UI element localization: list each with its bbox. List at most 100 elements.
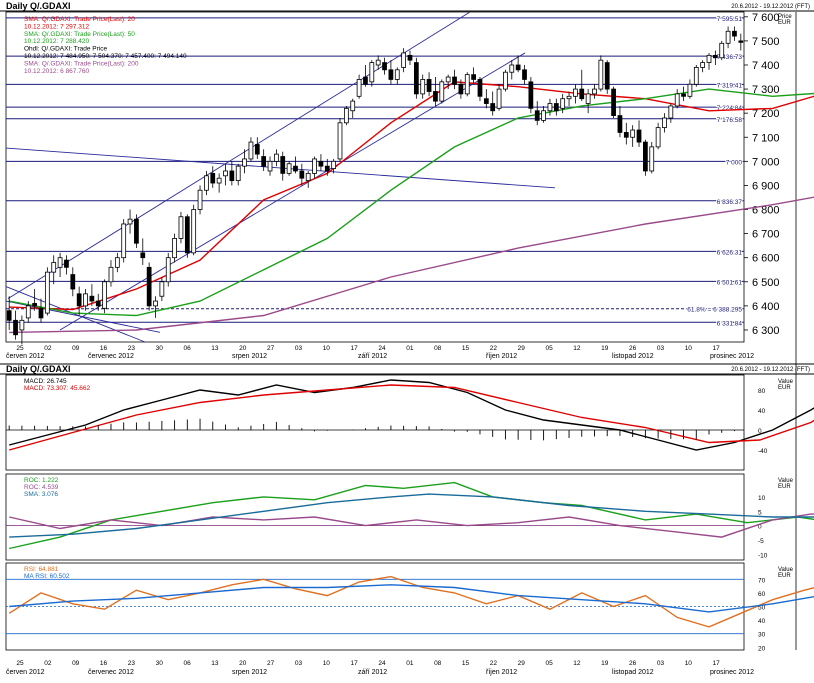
x-tick-label: 06 xyxy=(183,660,191,667)
y-tick-label: -5 xyxy=(758,538,764,545)
candle xyxy=(248,141,254,160)
candle xyxy=(407,54,413,61)
legend-entry: MACD: 26.745 xyxy=(24,378,67,385)
date-range: 20.6.2012 - 19.12.2012 (FFT) xyxy=(731,4,810,10)
candle xyxy=(32,303,38,307)
chart-title: Daily Q/.GDAXI xyxy=(6,1,71,11)
legend-entry: SMA: Q/.GDAXI: Trade Price(Last): 50 xyxy=(24,31,135,38)
x-tick-label: 02 xyxy=(44,345,52,352)
x-tick-label: 30 xyxy=(156,345,164,352)
x-tick-label: 02 xyxy=(44,660,52,667)
x-tick-label: 29 xyxy=(518,660,526,667)
y-tick-label: 6 900 xyxy=(752,180,780,192)
candle xyxy=(318,160,324,167)
candle xyxy=(280,156,286,174)
candle xyxy=(452,76,457,85)
y-tick-label: -10 xyxy=(758,552,768,559)
level-label: 7 595.51 xyxy=(717,16,743,23)
y-tick-label: 7 600 xyxy=(752,12,780,24)
legend-entry: ROC: 4.539 xyxy=(24,484,59,491)
x-tick-label: 22 xyxy=(490,660,498,667)
trend-line xyxy=(7,11,471,300)
candle xyxy=(445,76,451,83)
panel-frame xyxy=(5,473,745,561)
candle xyxy=(89,295,95,302)
x-month-label: červenec 2012 xyxy=(88,353,134,360)
candle xyxy=(420,79,426,95)
candle xyxy=(547,103,553,112)
x-tick-label: 20 xyxy=(239,660,247,667)
y-tick-label: 6 700 xyxy=(752,229,780,241)
legend-entry: RSI: 64.881 xyxy=(24,566,59,573)
roc-line xyxy=(9,513,814,538)
y-tick-label: 7 200 xyxy=(752,108,780,120)
candle xyxy=(159,281,165,297)
candle xyxy=(585,93,591,104)
x-tick-label: 03 xyxy=(295,345,303,352)
legend-entry: SMA: Q/.GDAXI: Trade Price(Last): 200 xyxy=(24,60,139,67)
y-axis-label: EUR xyxy=(778,484,791,490)
candle xyxy=(146,266,152,307)
candle xyxy=(566,95,572,100)
candle xyxy=(369,62,375,83)
legend-entry: SMA: 3.076 xyxy=(24,491,58,498)
candle xyxy=(140,252,146,259)
candle xyxy=(165,257,171,283)
y-tick-label: 40 xyxy=(758,618,766,625)
candle xyxy=(343,107,349,124)
candle xyxy=(216,177,222,184)
panel-frame xyxy=(5,11,745,343)
level-label: 7 000 xyxy=(726,159,743,166)
x-month-label: prosinec 2012 xyxy=(710,669,754,676)
candle xyxy=(439,81,445,102)
candle xyxy=(630,129,636,138)
candle xyxy=(6,310,12,321)
legend-entry: 10.12.2012: 7 288.420 xyxy=(24,38,89,45)
trend-line xyxy=(59,52,526,331)
candle xyxy=(51,262,57,273)
x-tick-label: 03 xyxy=(657,345,665,352)
level-label: 6 501.61 xyxy=(717,279,743,286)
candle xyxy=(274,153,279,162)
candle xyxy=(242,158,247,167)
candle xyxy=(286,163,292,174)
x-tick-label: 27 xyxy=(267,345,275,352)
candle xyxy=(534,110,540,121)
x-tick-label: 13 xyxy=(211,345,219,352)
y-axis-label: EUR xyxy=(778,385,791,391)
y-tick-label: 10 xyxy=(758,495,766,502)
candle xyxy=(426,79,432,92)
x-tick-label: 25 xyxy=(16,660,24,667)
trend-line xyxy=(5,300,161,333)
candle xyxy=(184,216,190,254)
candle xyxy=(394,69,400,80)
candle xyxy=(401,52,407,68)
y-tick-label: 7 500 xyxy=(752,36,780,48)
candle xyxy=(64,259,69,268)
candle xyxy=(267,160,273,172)
candle xyxy=(623,132,629,138)
x-tick-label: 16 xyxy=(100,660,108,667)
y-tick-label: 6 800 xyxy=(752,205,780,217)
y-tick-label: 7 300 xyxy=(752,84,780,96)
x-month-label: říjen 2012 xyxy=(486,353,517,360)
x-tick-label: 03 xyxy=(295,660,303,667)
x-tick-label: 15 xyxy=(462,345,470,352)
candle xyxy=(299,170,305,179)
legend-entry: 10.12.2012: 6 867.760 xyxy=(24,68,89,75)
candle xyxy=(700,62,706,68)
candle xyxy=(350,100,356,112)
candle xyxy=(560,98,566,109)
legend-entry: MACD: 73.307: 45.662 xyxy=(24,385,91,392)
candle xyxy=(553,103,559,112)
legend-entry: 10.12.2012: 7 297.312 xyxy=(24,23,89,30)
x-tick-label: 10 xyxy=(685,345,693,352)
candle xyxy=(57,257,63,268)
candle xyxy=(719,42,725,59)
candle xyxy=(738,40,744,43)
rsi-line xyxy=(8,575,814,628)
candle xyxy=(13,319,18,336)
level-label: 7 436.73 xyxy=(717,54,743,61)
trend-line xyxy=(5,286,146,343)
